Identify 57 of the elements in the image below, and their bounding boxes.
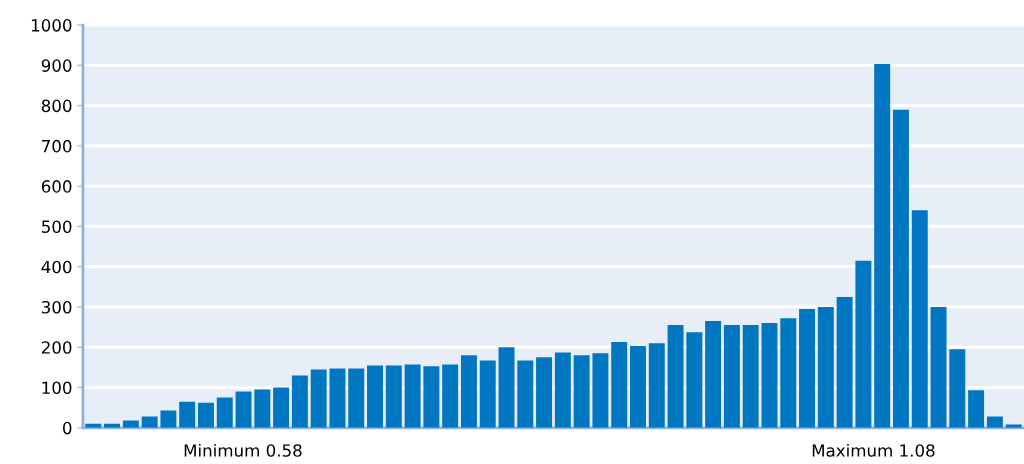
y-tick-label: 800 [41, 99, 72, 113]
bar [385, 365, 402, 428]
bar [235, 391, 252, 428]
bar [291, 375, 308, 428]
bar [423, 366, 440, 428]
bar [686, 332, 703, 428]
bar [780, 318, 797, 428]
bar [648, 343, 665, 428]
bar [536, 357, 553, 428]
y-tick-label: 400 [41, 260, 72, 274]
y-tick-label: 900 [41, 59, 72, 72]
bar [254, 389, 271, 428]
bar [667, 325, 684, 428]
bar [742, 325, 759, 428]
bar [723, 325, 740, 428]
bar [404, 364, 421, 428]
bar [855, 260, 872, 428]
bar [197, 402, 214, 428]
bar [799, 309, 816, 428]
bar [310, 369, 327, 428]
bar [179, 401, 196, 428]
bar [329, 368, 346, 428]
bar [498, 347, 515, 428]
bar [705, 321, 722, 428]
bar [630, 346, 646, 428]
y-tick-label: 100 [42, 381, 72, 395]
bar [160, 410, 177, 428]
bar [892, 109, 909, 428]
text: Maximum 1.08 [812, 443, 935, 457]
bar [930, 306, 947, 428]
bar [367, 365, 384, 428]
bar [949, 349, 966, 428]
bar [348, 368, 365, 428]
bar [517, 360, 534, 428]
bar [911, 210, 928, 428]
bar [836, 296, 853, 428]
bar [273, 387, 290, 428]
bar [442, 364, 459, 428]
y-tick-label: 600 [41, 180, 72, 193]
y-tick-label: 700 [42, 139, 72, 153]
bar [592, 353, 609, 428]
text: Minimum 0.58 [184, 443, 302, 457]
y-tick-label: 0 [63, 421, 72, 435]
bar [611, 342, 628, 428]
bar [573, 355, 590, 428]
bar [761, 323, 778, 428]
bar [968, 390, 985, 428]
bar [460, 355, 477, 428]
y-tick-label: 1000 [31, 19, 72, 32]
bar [874, 64, 891, 428]
bar [817, 306, 834, 428]
bar [554, 352, 571, 428]
y-tick-label: 500 [42, 220, 72, 233]
bar [479, 360, 496, 428]
y-tick-label: 300 [41, 300, 72, 314]
y-tick-label: 200 [41, 341, 72, 354]
bar [216, 397, 233, 428]
